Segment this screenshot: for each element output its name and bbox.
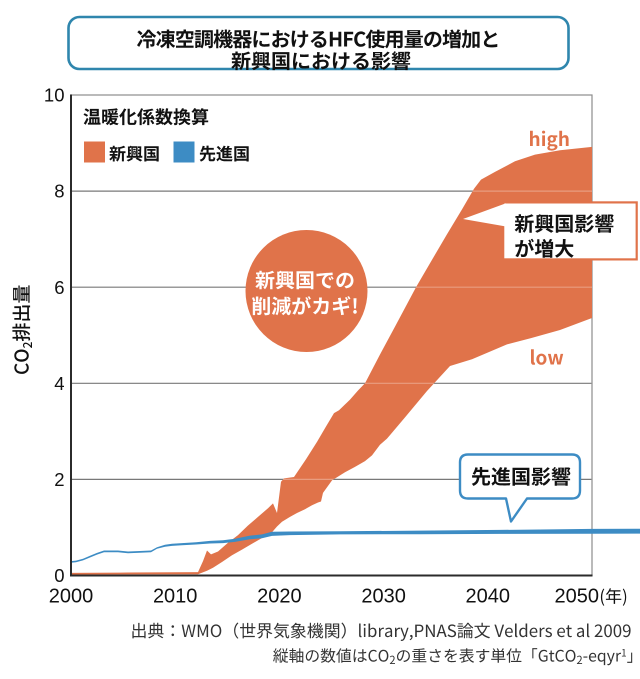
svg-text:2030: 2030	[361, 586, 406, 608]
svg-text:2000: 2000	[49, 586, 94, 608]
svg-text:2010: 2010	[153, 586, 198, 608]
svg-text:2020: 2020	[257, 586, 302, 608]
svg-text:2050: 2050	[555, 586, 600, 608]
svg-text:10: 10	[44, 85, 65, 106]
svg-text:4: 4	[54, 373, 64, 394]
svg-text:2040: 2040	[466, 586, 511, 608]
svg-text:8: 8	[54, 181, 64, 202]
svg-text:2: 2	[54, 469, 64, 490]
svg-text:0: 0	[54, 565, 64, 586]
svg-text:6: 6	[54, 277, 64, 298]
